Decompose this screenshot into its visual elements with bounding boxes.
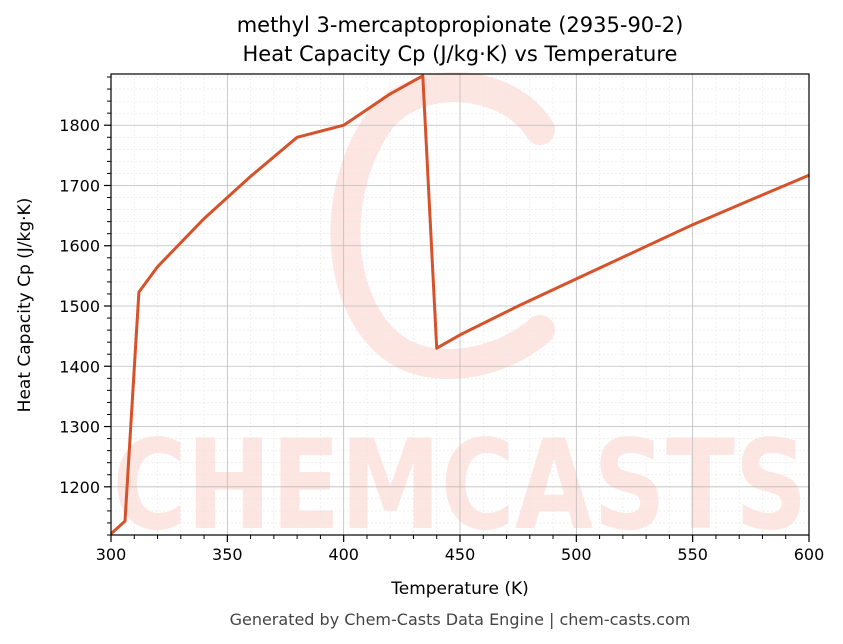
y-tick-label: 1400 <box>59 357 100 376</box>
y-tick-label: 1300 <box>59 418 100 437</box>
x-tick-label: 500 <box>561 545 592 564</box>
x-tick-label: 300 <box>96 545 127 564</box>
axis-ticks <box>104 76 810 542</box>
x-tick-label: 350 <box>212 545 243 564</box>
x-tick-label: 550 <box>677 545 708 564</box>
x-tick-label: 600 <box>794 545 825 564</box>
footer-credit: Generated by Chem-Casts Data Engine | ch… <box>230 610 691 629</box>
y-tick-label: 1800 <box>59 116 100 135</box>
y-tick-label: 1600 <box>59 237 100 256</box>
y-axis-label: Heat Capacity Cp (J/kg·K) <box>15 198 35 413</box>
x-axis-label: Temperature (K) <box>390 579 529 599</box>
chart-title: methyl 3-mercaptopropionate (2935-90-2) <box>237 13 684 37</box>
y-tick-label: 1500 <box>59 297 100 316</box>
chart-subtitle: Heat Capacity Cp (J/kg·K) vs Temperature <box>243 42 678 66</box>
watermark-logo-swirl <box>330 72 555 379</box>
series-line-heat-capacity <box>109 74 810 535</box>
y-tick-label: 1700 <box>59 176 100 195</box>
major-grid <box>111 74 809 535</box>
x-tick-label: 400 <box>328 545 359 564</box>
x-tick-label: 450 <box>445 545 476 564</box>
axis-tick-labels: 300 350 400 450 500 550 600 1200 1300 1400 1500 160… <box>59 116 824 564</box>
y-tick-label: 1200 <box>59 478 100 497</box>
